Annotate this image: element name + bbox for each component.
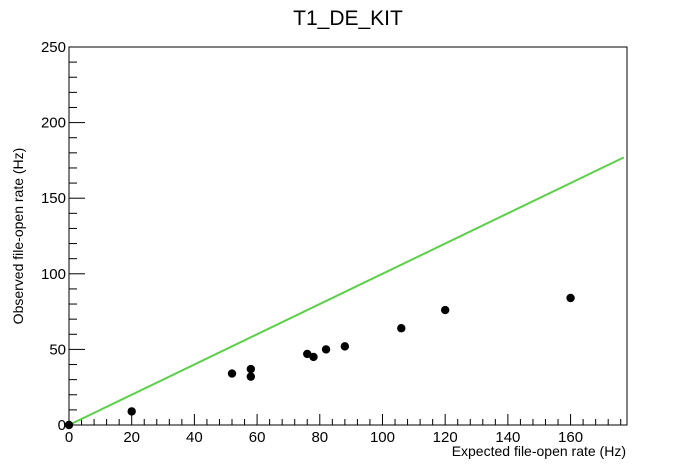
data-point bbox=[246, 364, 256, 374]
data-point bbox=[440, 305, 450, 315]
plot-frame bbox=[68, 46, 628, 426]
x-tick-label: 20 bbox=[123, 429, 140, 446]
data-point bbox=[566, 293, 575, 303]
reference-line bbox=[68, 156, 625, 426]
y-tick-label: 0 bbox=[58, 417, 66, 434]
x-tick-label: 0 bbox=[65, 429, 73, 446]
data-point bbox=[64, 420, 74, 430]
x-axis-title: Expected file-open rate (Hz) bbox=[452, 443, 626, 459]
y-axis-title: Observed file-open rate (Hz) bbox=[10, 148, 26, 325]
y-axis-tick-labels: 0 50 100 150 200 250 bbox=[41, 39, 66, 434]
x-tick-label: 120 bbox=[433, 429, 458, 446]
y-tick-label: 250 bbox=[41, 39, 66, 56]
x-axis-ticks bbox=[68, 414, 622, 425]
data-point bbox=[227, 369, 237, 378]
x-tick-label: 140 bbox=[495, 429, 520, 446]
data-point bbox=[309, 352, 318, 362]
y-tick-label: 50 bbox=[49, 341, 66, 358]
x-tick-label: 60 bbox=[249, 429, 266, 446]
x-axis-tick-labels: 0 20 40 60 80 100 120 140 160 bbox=[65, 429, 583, 446]
y-tick-label: 150 bbox=[41, 190, 66, 207]
data-point bbox=[397, 324, 406, 333]
data-point bbox=[321, 345, 331, 354]
x-tick-label: 160 bbox=[558, 429, 583, 446]
x-tick-label: 80 bbox=[311, 429, 328, 446]
y-axis-ticks bbox=[69, 46, 85, 426]
chart-title: T1_DE_KIT bbox=[293, 7, 403, 30]
data-point bbox=[127, 407, 136, 416]
y-tick-label: 100 bbox=[41, 266, 66, 283]
data-point bbox=[303, 349, 312, 359]
data-points bbox=[64, 293, 575, 430]
data-point bbox=[246, 372, 256, 381]
reference-line-group bbox=[68, 156, 625, 426]
x-tick-label: 100 bbox=[370, 429, 395, 446]
x-tick-label: 40 bbox=[186, 429, 203, 446]
data-point bbox=[340, 342, 350, 351]
y-tick-label: 200 bbox=[41, 115, 66, 132]
